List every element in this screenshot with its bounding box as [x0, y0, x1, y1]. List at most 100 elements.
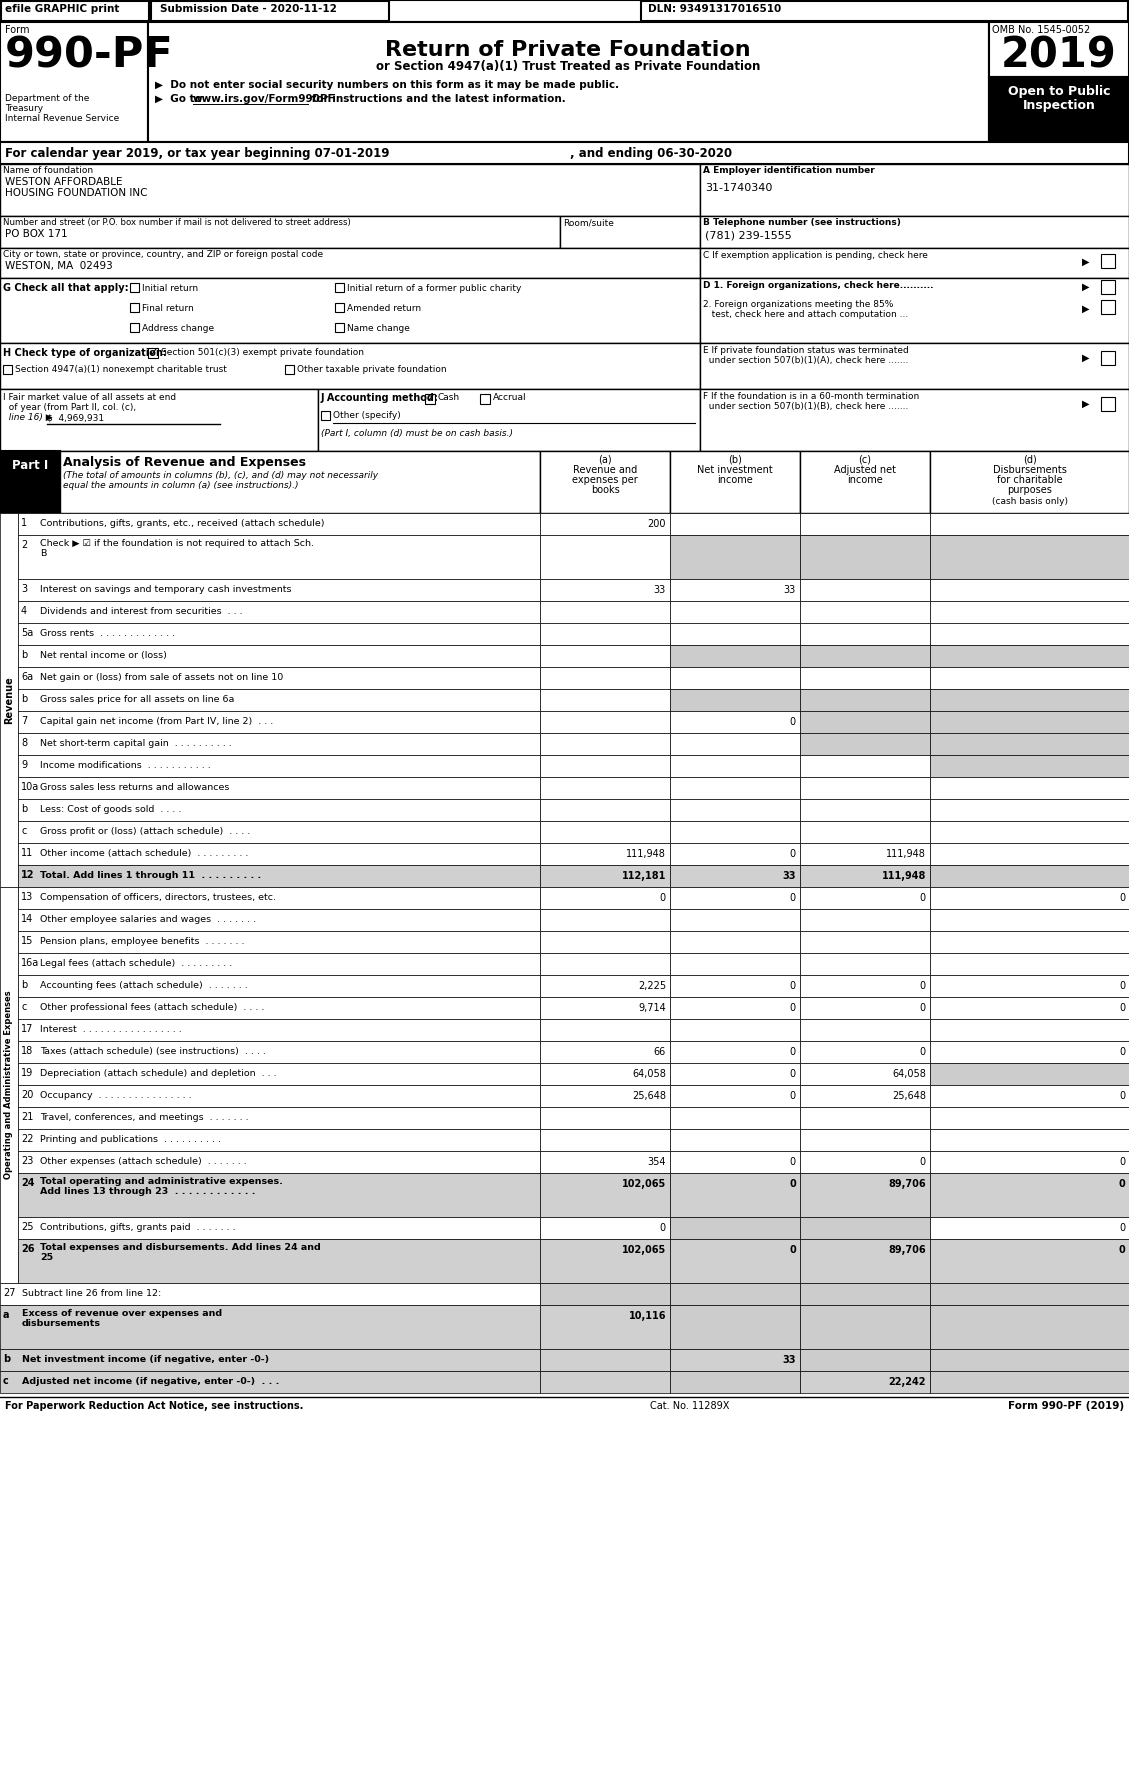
Text: Other income (attach schedule)  . . . . . . . . .: Other income (attach schedule) . . . . .… [40, 850, 248, 859]
Bar [989, 21, 1129, 77]
Bar [0, 513, 18, 887]
Bar [930, 866, 1129, 887]
Bar [540, 776, 669, 800]
Bar [540, 1217, 669, 1240]
Bar [930, 646, 1129, 667]
Bar [930, 1174, 1129, 1217]
Bar [669, 451, 800, 513]
Text: 18: 18 [21, 1047, 33, 1056]
Bar [669, 776, 800, 800]
Bar [0, 0, 1129, 21]
Bar [800, 646, 930, 667]
Text: under section 507(b)(1)(B), check here .......: under section 507(b)(1)(B), check here .… [703, 403, 909, 411]
Bar [540, 821, 669, 843]
Text: or Section 4947(a)(1) Trust Treated as Private Foundation: or Section 4947(a)(1) Trust Treated as P… [376, 61, 760, 73]
Bar [641, 2, 1128, 21]
Bar [800, 800, 930, 821]
Text: Initial return: Initial return [142, 284, 198, 293]
Bar [540, 1349, 669, 1370]
Bar [930, 843, 1129, 866]
Text: (d): (d) [1023, 454, 1036, 465]
Text: Submission Date - 2020-11-12: Submission Date - 2020-11-12 [160, 4, 336, 14]
Bar [800, 1107, 930, 1129]
Bar [540, 1150, 669, 1174]
Bar [335, 324, 344, 333]
Bar [800, 996, 930, 1020]
Text: Depreciation (attach schedule) and depletion  . . .: Depreciation (attach schedule) and deple… [40, 1070, 277, 1079]
Text: Taxes (attach schedule) (see instructions)  . . . .: Taxes (attach schedule) (see instruction… [40, 1047, 265, 1056]
Text: Interest on savings and temporary cash investments: Interest on savings and temporary cash i… [40, 585, 291, 594]
Text: ✓: ✓ [148, 347, 158, 360]
Bar [0, 451, 60, 513]
Text: 10,116: 10,116 [629, 1311, 666, 1320]
Text: 111,948: 111,948 [886, 850, 926, 859]
Text: for charitable: for charitable [997, 476, 1062, 485]
Text: G Check all that apply:: G Check all that apply: [3, 283, 129, 293]
Bar [800, 1283, 930, 1304]
Text: Legal fees (attach schedule)  . . . . . . . . .: Legal fees (attach schedule) . . . . . .… [40, 959, 233, 968]
Text: 0: 0 [790, 1091, 796, 1100]
Bar [18, 646, 540, 667]
Text: DLN: 93491317016510: DLN: 93491317016510 [648, 4, 781, 14]
Text: J Accounting method:: J Accounting method: [321, 394, 439, 403]
Bar [540, 689, 669, 710]
Bar [930, 513, 1129, 535]
Text: Cash: Cash [438, 394, 461, 403]
Text: 11: 11 [21, 848, 33, 859]
Bar [930, 1129, 1129, 1150]
Text: 0: 0 [1119, 1224, 1124, 1233]
Text: Gross sales less returns and allowances: Gross sales less returns and allowances [40, 784, 229, 793]
Bar [130, 283, 139, 292]
Text: 16a: 16a [21, 957, 40, 968]
Text: Income modifications  . . . . . . . . . . .: Income modifications . . . . . . . . . .… [40, 760, 211, 769]
Text: Section 501(c)(3) exempt private foundation: Section 501(c)(3) exempt private foundat… [161, 349, 364, 358]
Text: books: books [590, 485, 620, 496]
Bar [800, 821, 930, 843]
Text: 7: 7 [21, 716, 27, 726]
Text: 112,181: 112,181 [622, 871, 666, 880]
Text: 2019: 2019 [1001, 34, 1117, 75]
Text: 22,242: 22,242 [889, 1378, 926, 1386]
Bar [18, 667, 540, 689]
Text: Open to Public: Open to Public [1008, 86, 1110, 98]
Bar [669, 1020, 800, 1041]
Text: under section 507(b)(1)(A), check here .......: under section 507(b)(1)(A), check here .… [703, 356, 909, 365]
Bar [18, 821, 540, 843]
Text: ▶: ▶ [1082, 258, 1089, 267]
Text: Contributions, gifts, grants, etc., received (attach schedule): Contributions, gifts, grants, etc., rece… [40, 519, 324, 528]
Text: 0: 0 [1119, 1004, 1124, 1013]
Bar [930, 1283, 1129, 1304]
Bar [18, 1174, 540, 1217]
Bar [669, 821, 800, 843]
Bar [800, 1041, 930, 1063]
Bar [18, 1041, 540, 1063]
Text: (cash basis only): (cash basis only) [991, 497, 1068, 506]
Text: (The total of amounts in columns (b), (c), and (d) may not necessarily: (The total of amounts in columns (b), (c… [63, 471, 378, 479]
Bar [540, 887, 669, 909]
Bar [800, 1150, 930, 1174]
Bar [800, 667, 930, 689]
Bar [700, 165, 1129, 216]
Bar [540, 866, 669, 887]
Bar [540, 800, 669, 821]
Bar [669, 1150, 800, 1174]
Text: 102,065: 102,065 [622, 1245, 666, 1256]
Text: Address change: Address change [142, 324, 215, 333]
Bar [540, 646, 669, 667]
Bar [669, 1304, 800, 1349]
Bar [930, 710, 1129, 733]
Text: 0: 0 [920, 893, 926, 903]
Bar [930, 776, 1129, 800]
Bar [0, 141, 1129, 165]
Text: Net rental income or (loss): Net rental income or (loss) [40, 651, 167, 660]
Bar [540, 1063, 669, 1084]
Text: 20: 20 [21, 1090, 34, 1100]
Bar [800, 1304, 930, 1349]
Bar [669, 1240, 800, 1283]
Text: Room/suite: Room/suite [563, 218, 614, 227]
Bar [0, 1304, 540, 1349]
Bar [800, 909, 930, 930]
Bar [540, 1240, 669, 1283]
Bar [151, 2, 390, 21]
Bar [669, 755, 800, 776]
